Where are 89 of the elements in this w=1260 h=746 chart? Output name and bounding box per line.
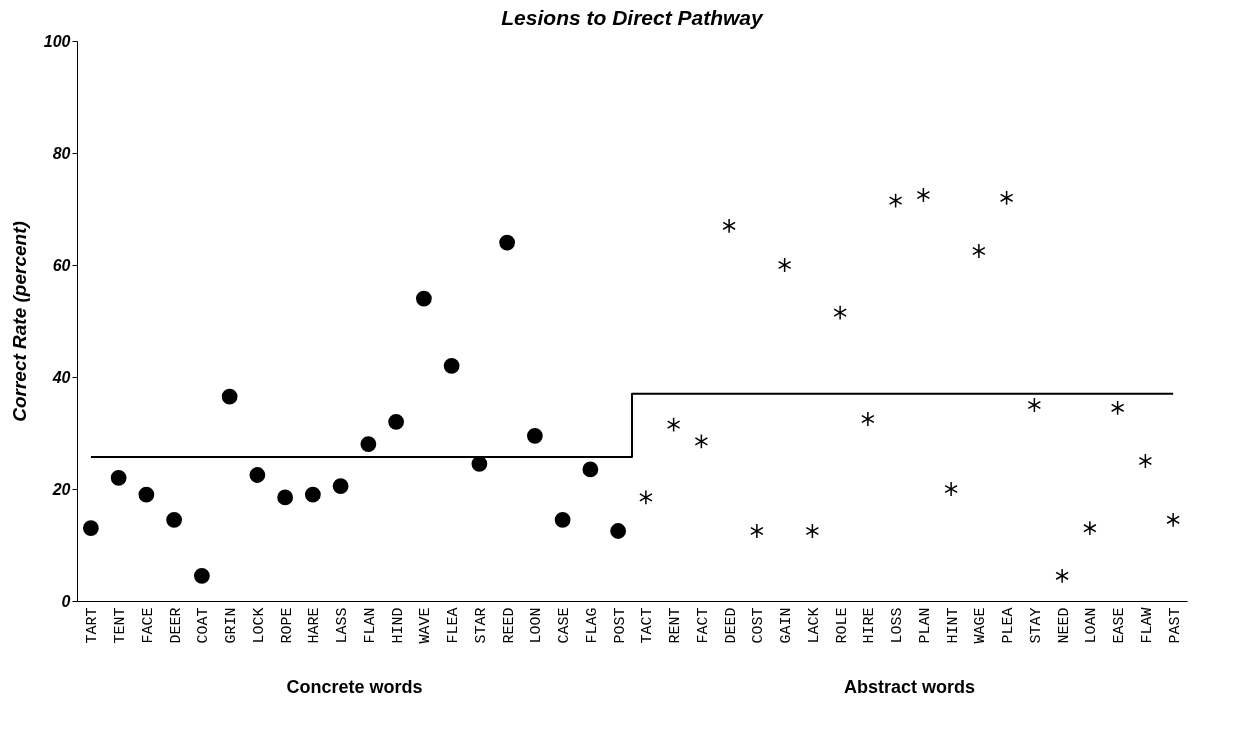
chart-title: Lesions to Direct Pathway (501, 6, 765, 29)
point (944, 481, 958, 497)
text: Concrete words (286, 677, 423, 697)
x-tick-label: LOCK (250, 607, 268, 644)
point (777, 257, 792, 273)
point (582, 461, 599, 478)
x-tick-label: FLAN (361, 607, 379, 644)
x-tick-label: RENT (667, 607, 685, 644)
point (639, 489, 653, 506)
point (1166, 512, 1180, 528)
point (1055, 568, 1069, 584)
point (415, 290, 432, 307)
point (277, 489, 294, 506)
x-tick-label: WAVE (417, 607, 435, 644)
point (916, 187, 931, 203)
point (249, 467, 266, 483)
point (861, 411, 875, 427)
point (526, 427, 543, 444)
x-tick-label: STAR (472, 607, 490, 644)
point (138, 486, 155, 503)
point (972, 243, 986, 259)
text: Abstract words (843, 677, 976, 697)
x-tick-label: GAIN (778, 607, 796, 644)
point (304, 486, 321, 503)
x-tick-label: ROPE (278, 607, 296, 644)
x-tick-label: HINT (944, 607, 962, 644)
x-tick-label: LOON (528, 607, 546, 644)
x-tick-label: LOSS (889, 607, 907, 644)
x-tick-label: DEER (167, 607, 185, 644)
point (360, 436, 377, 453)
point (833, 304, 847, 321)
x-tick-label: DEED (722, 607, 740, 644)
x-tick-label: PAST (1166, 607, 1184, 644)
point (166, 511, 183, 528)
x-tick-label: TACT (639, 607, 657, 644)
y-tick-label: 100 (43, 32, 71, 50)
point (694, 433, 709, 450)
point (1110, 400, 1125, 416)
point (722, 218, 736, 234)
x-tick-label: REED (500, 607, 518, 644)
point (193, 567, 210, 584)
y-axis-title: Correct Rate (percent) (8, 221, 30, 422)
point (666, 416, 681, 433)
x-tick-label: FLAG (583, 607, 601, 644)
x-tick-label: FACT (694, 607, 712, 644)
x-tick-label: EASE (1111, 607, 1129, 644)
x-tick-label: TENT (112, 607, 130, 644)
y-tick-label: 0 (61, 592, 71, 610)
x-tick-label: HARE (306, 607, 324, 644)
x-tick-label: COAT (195, 607, 213, 644)
y-tick-label: 80 (52, 144, 71, 162)
x-tick-label: COST (750, 607, 768, 644)
point (82, 520, 99, 537)
x-tick-label: GRIN (223, 607, 241, 644)
point (499, 234, 516, 251)
point (999, 190, 1014, 206)
x-tick-label: LOAN (1083, 607, 1101, 644)
x-tick-label: LACK (805, 607, 823, 644)
point (1138, 453, 1153, 469)
point (110, 469, 127, 486)
point (888, 192, 903, 209)
point (1083, 520, 1097, 536)
x-tick-label: HIND (389, 607, 407, 644)
x-tick-label: POST (611, 607, 629, 644)
point (554, 511, 571, 528)
y-tick-label: 60 (52, 256, 71, 274)
point (805, 523, 820, 539)
y-tick-label: 20 (51, 480, 71, 498)
point (610, 523, 627, 539)
x-tick-label: FACE (139, 607, 157, 644)
x-tick-label: NEED (1055, 607, 1073, 644)
x-tick-label: FLEA (445, 607, 463, 644)
x-tick-label: CASE (556, 607, 574, 644)
x-tick-label: PLAN (916, 607, 934, 644)
point (388, 413, 405, 430)
x-tick-label: FLAW (1138, 607, 1156, 644)
x-tick-label: ROLE (833, 607, 851, 644)
y-tick-label: 40 (51, 368, 71, 386)
x-tick-label: TART (84, 607, 102, 644)
x-tick-label: STAY (1027, 607, 1045, 644)
x-tick-label: HIRE (861, 607, 879, 644)
x-tick-label: WAGE (972, 607, 990, 644)
x-tick-label: PLEA (1000, 607, 1018, 644)
point (332, 478, 349, 495)
point (750, 523, 764, 539)
point (443, 357, 460, 374)
point (1027, 397, 1042, 413)
x-tick-label: LASS (334, 607, 352, 644)
point (221, 388, 238, 405)
